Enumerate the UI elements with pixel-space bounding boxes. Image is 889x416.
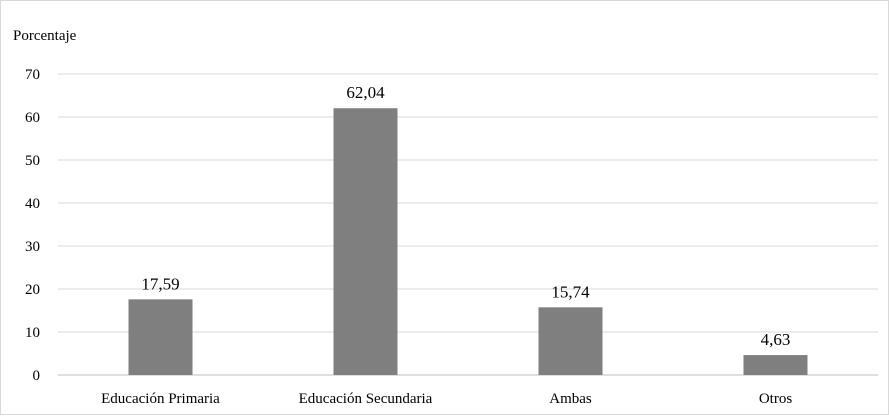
category-label: Educación Primaria [101, 391, 220, 407]
labels: 0 10 20 30 40 50 60 70 17,59 Educación Primaria 62… [25, 67, 792, 407]
data-label: 17,59 [141, 274, 179, 293]
y-tick-label: 20 [25, 282, 40, 298]
category-label: Ambas [549, 391, 592, 407]
y-tick-label: 0 [33, 368, 41, 384]
data-label: 15,74 [551, 282, 590, 301]
category-label: Otros [759, 391, 792, 407]
bar-3 [743, 355, 808, 375]
bar-1 [333, 108, 398, 375]
bar-0 [128, 299, 193, 375]
y-tick-label: 40 [25, 196, 40, 212]
bars [128, 108, 808, 375]
y-tick-label: 30 [25, 239, 40, 255]
y-tick-label: 70 [25, 67, 40, 83]
data-label: 62,04 [346, 83, 385, 102]
y-tick-label: 10 [25, 325, 40, 341]
category-label: Educación Secundaria [299, 391, 433, 407]
bar-2 [538, 307, 603, 375]
gridlines [58, 73, 878, 333]
data-label: 4,63 [761, 330, 791, 349]
y-tick-label: 60 [25, 110, 40, 126]
y-axis-title: Porcentaje [13, 28, 77, 44]
y-tick-label: 50 [25, 153, 40, 169]
